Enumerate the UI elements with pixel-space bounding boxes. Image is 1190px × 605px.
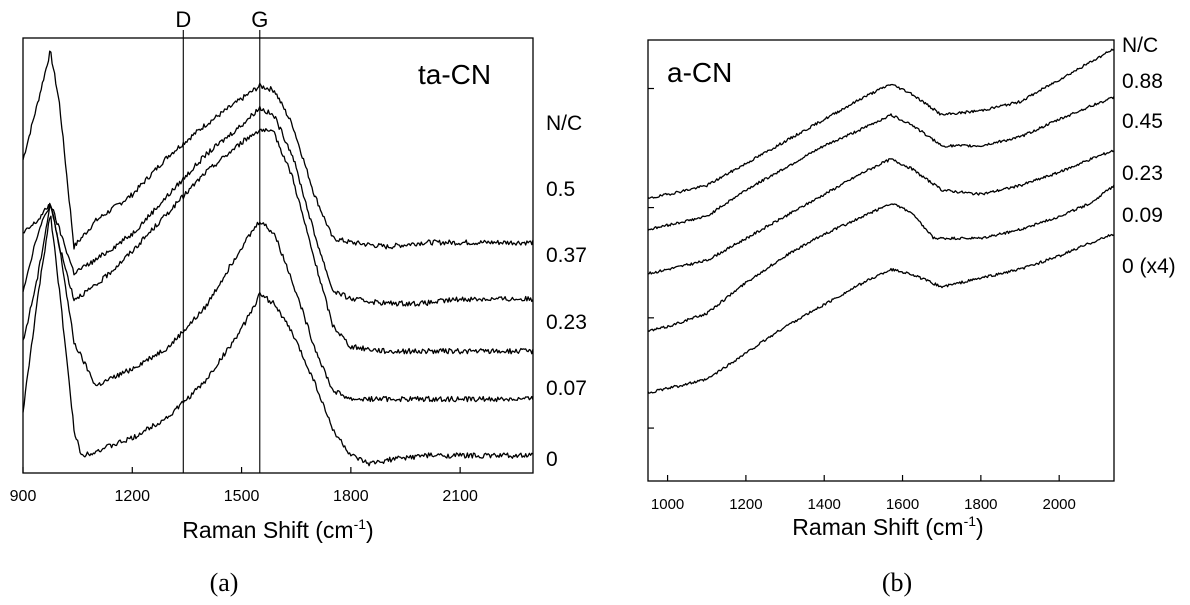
series-line — [22, 215, 534, 467]
series-line — [647, 149, 1115, 275]
x-tick-label: 2100 — [442, 488, 478, 505]
legend-entry: 0.45 — [1122, 110, 1163, 133]
x-tick-label: 1800 — [333, 488, 369, 505]
x-tick-label: 1400 — [808, 496, 841, 513]
series-line — [647, 96, 1115, 231]
panel-b-x-axis-label: Raman Shift (cm-1) — [792, 513, 983, 540]
series-line — [647, 184, 1115, 332]
legend-entry: 0 — [546, 448, 558, 471]
series-line — [647, 48, 1115, 199]
panel-a-x-ticks: 900 1200 1500 1800 2100 — [10, 467, 478, 505]
panel-a-annotation: ta-CN — [418, 59, 491, 90]
panel-b-annotation: a-CN — [667, 57, 732, 88]
legend-entry: 0 (x4) — [1122, 255, 1176, 278]
x-tick-label: 1200 — [114, 488, 150, 505]
x-tick-label: 1000 — [651, 496, 684, 513]
x-tick-label: 1200 — [729, 496, 762, 513]
x-tick-label: 1500 — [224, 488, 260, 505]
legend-entry: 0.23 — [546, 311, 587, 334]
panel-b-plot-frame — [647, 39, 1115, 482]
x-tick-label: 900 — [10, 488, 37, 505]
x-tick-label: 1800 — [964, 496, 997, 513]
panel-a-label: (a) — [210, 568, 239, 597]
reference-line-label: D — [175, 7, 191, 32]
panel-b-y-ticks — [648, 87, 654, 429]
legend-entry: 0.23 — [1122, 162, 1163, 185]
legend-entry: 0.88 — [1122, 70, 1163, 93]
legend-entry: 0.09 — [1122, 204, 1163, 227]
legend-entry: 0.5 — [546, 178, 575, 201]
panel-a-plot-frame — [22, 37, 534, 474]
series-line — [22, 128, 534, 355]
panel-b: 1000 1200 1400 1600 1800 2000 N/C 0.88 0.45 0.23… — [647, 34, 1176, 597]
legend-entry: 0.37 — [546, 244, 587, 267]
legend-entry: 0.07 — [546, 377, 587, 400]
x-tick-label: 1600 — [886, 496, 919, 513]
legend-title: N/C — [546, 112, 582, 135]
panel-a-series — [22, 50, 534, 467]
series-line — [22, 202, 534, 403]
panel-b-legend: N/C 0.88 0.45 0.23 0.09 0 (x4) — [1122, 34, 1176, 278]
series-line — [22, 105, 534, 307]
x-tick-label: 2000 — [1042, 496, 1075, 513]
legend-title: N/C — [1122, 34, 1158, 57]
reference-line-label: G — [251, 7, 268, 32]
series-line — [22, 50, 534, 250]
panel-b-x-ticks: 1000 1200 1400 1600 1800 2000 — [651, 475, 1076, 513]
panel-a-legend: N/C 0.5 0.37 0.23 0.07 0 — [546, 112, 587, 471]
series-line — [647, 233, 1115, 394]
panel-a-x-axis-label: Raman Shift (cm-1) — [182, 516, 373, 543]
panel-b-label: (b) — [882, 568, 912, 597]
panel-b-series — [647, 48, 1115, 394]
